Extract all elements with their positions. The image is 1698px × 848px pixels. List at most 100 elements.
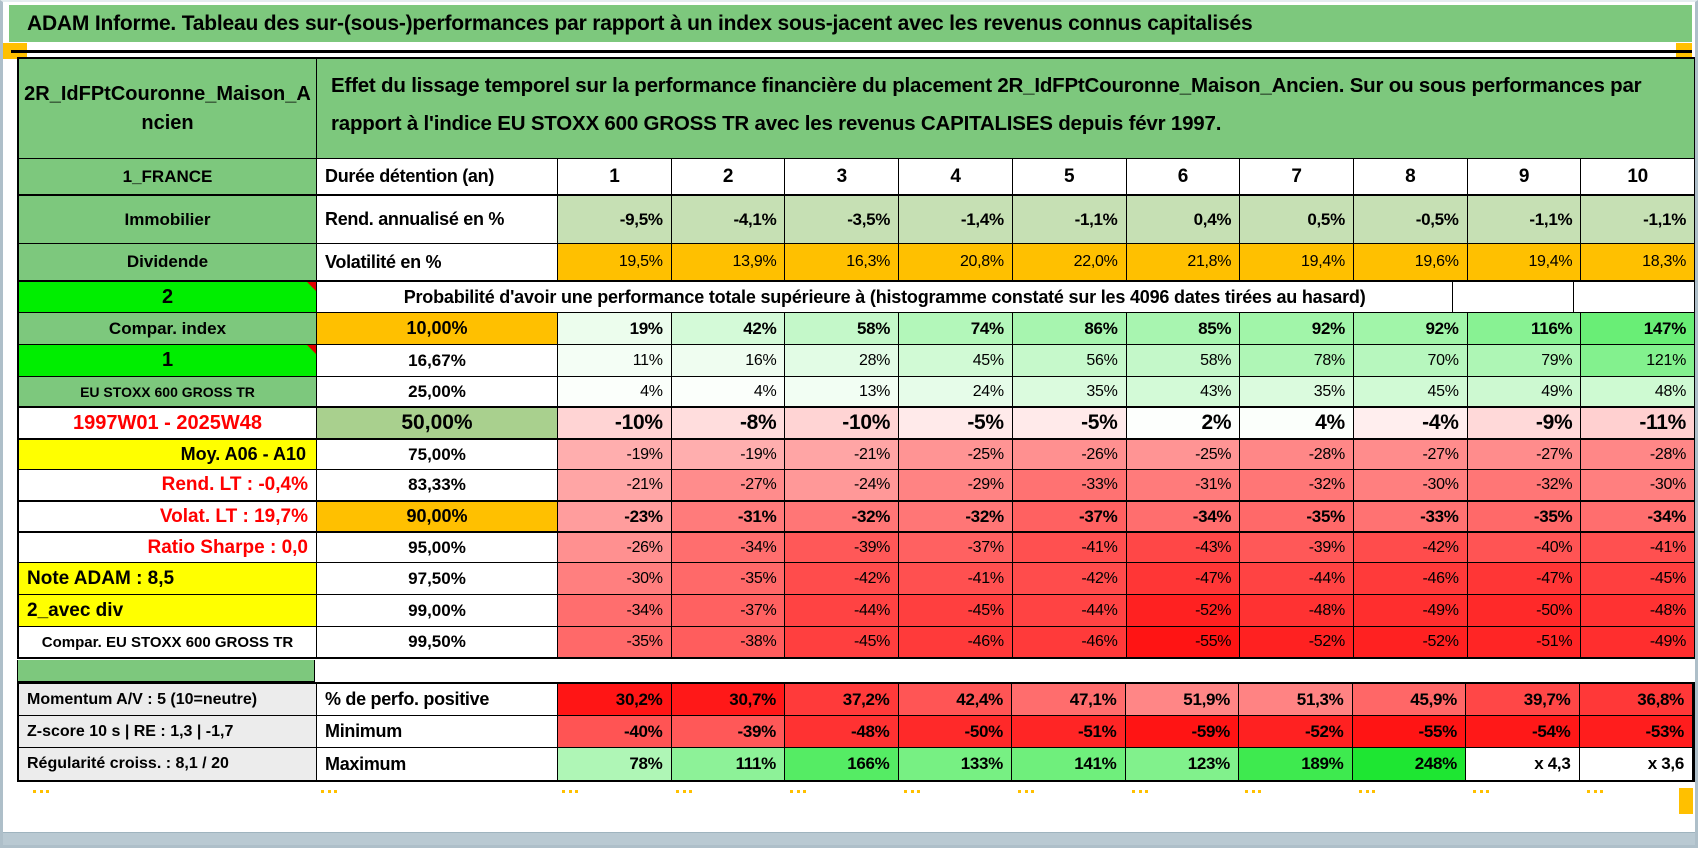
value-cell[interactable]: 13% <box>785 377 900 407</box>
row-header-cell[interactable]: 95,00% <box>317 533 558 563</box>
left-label-cell[interactable]: 2 <box>19 282 317 313</box>
value-cell[interactable]: 45% <box>1353 377 1468 407</box>
value-cell[interactable]: -1,1% <box>1467 196 1582 244</box>
value-cell[interactable]: -55% <box>1352 716 1466 748</box>
value-cell[interactable]: 86% <box>1012 313 1127 345</box>
value-cell[interactable]: -1,4% <box>899 196 1013 244</box>
value-cell[interactable]: -11% <box>1581 408 1695 440</box>
value-cell[interactable]: 22,0% <box>1012 244 1127 281</box>
value-cell[interactable]: 9 <box>1467 159 1582 196</box>
value-cell[interactable]: 42% <box>671 313 786 345</box>
value-cell[interactable]: -37% <box>899 533 1013 563</box>
value-cell[interactable]: 147% <box>1581 313 1695 345</box>
value-cell[interactable]: -50% <box>1467 595 1582 627</box>
value-cell[interactable]: -5% <box>899 408 1013 440</box>
value-cell[interactable]: -41% <box>899 563 1013 595</box>
value-cell[interactable]: 0,4% <box>1126 196 1241 244</box>
value-cell[interactable]: -21% <box>558 470 672 501</box>
value-cell[interactable]: -47% <box>1467 563 1582 595</box>
value-cell[interactable]: 49% <box>1467 377 1582 407</box>
value-cell[interactable]: -44% <box>785 595 900 627</box>
value-cell[interactable]: -38% <box>671 627 786 659</box>
value-cell[interactable]: x 4,3 <box>1466 748 1580 780</box>
value-cell[interactable]: 166% <box>785 748 899 780</box>
value-cell[interactable]: -55% <box>1126 627 1241 659</box>
value-cell[interactable]: 19,4% <box>1240 244 1354 281</box>
left-label-cell[interactable]: 2_avec div <box>19 595 317 627</box>
value-cell[interactable]: -34% <box>1581 502 1695 533</box>
value-cell[interactable]: 30,7% <box>671 684 785 716</box>
value-cell[interactable]: -45% <box>899 595 1013 627</box>
value-cell[interactable]: -54% <box>1466 716 1580 748</box>
value-cell[interactable]: -51% <box>1012 716 1126 748</box>
value-cell[interactable]: -40% <box>558 716 672 748</box>
row-header-cell[interactable]: 99,00% <box>317 595 558 627</box>
value-cell[interactable]: -41% <box>1581 533 1695 563</box>
value-cell[interactable]: -52% <box>1239 716 1353 748</box>
row-header-cell[interactable]: % de perfo. positive <box>317 684 558 716</box>
value-cell[interactable]: 2 <box>671 159 786 196</box>
value-cell[interactable]: -30% <box>558 563 672 595</box>
left-label-cell[interactable]: 1_FRANCE <box>19 159 317 196</box>
value-cell[interactable]: -26% <box>1012 440 1127 470</box>
value-cell[interactable]: -0,5% <box>1353 196 1468 244</box>
value-cell[interactable]: -27% <box>1467 440 1582 470</box>
value-cell[interactable]: -34% <box>1126 502 1241 533</box>
value-cell[interactable]: 43% <box>1126 377 1241 407</box>
value-cell[interactable]: -28% <box>1581 440 1695 470</box>
value-cell[interactable]: 39,7% <box>1466 684 1580 716</box>
value-cell[interactable]: -32% <box>1240 470 1354 501</box>
value-cell[interactable]: 10 <box>1581 159 1695 196</box>
value-cell[interactable]: -32% <box>785 502 900 533</box>
value-cell[interactable]: 18,3% <box>1581 244 1695 281</box>
value-cell[interactable]: -39% <box>785 533 900 563</box>
value-cell[interactable]: 123% <box>1125 748 1239 780</box>
value-cell[interactable]: 92% <box>1353 313 1468 345</box>
value-cell[interactable]: -48% <box>785 716 899 748</box>
value-cell[interactable]: -59% <box>1125 716 1239 748</box>
value-cell[interactable]: -44% <box>1240 563 1354 595</box>
row-header-cell[interactable]: 50,00% <box>317 408 558 440</box>
value-cell[interactable]: 48% <box>1581 377 1695 407</box>
value-cell[interactable]: 51,3% <box>1239 684 1353 716</box>
value-cell[interactable]: -35% <box>1240 502 1354 533</box>
value-cell[interactable]: 78% <box>558 748 672 780</box>
row-header-cell[interactable]: 90,00% <box>317 502 558 533</box>
value-cell[interactable]: 121% <box>1581 345 1695 377</box>
value-cell[interactable]: 35% <box>1240 377 1354 407</box>
left-label-cell[interactable]: Régularité croiss. : 8,1 / 20 <box>19 748 317 780</box>
left-label-cell[interactable]: Compar. EU STOXX 600 GROSS TR <box>19 627 317 659</box>
value-cell[interactable]: 248% <box>1352 748 1466 780</box>
value-cell[interactable]: -10% <box>785 408 900 440</box>
value-cell[interactable]: 0,5% <box>1240 196 1354 244</box>
value-cell[interactable]: 30,2% <box>558 684 672 716</box>
value-cell[interactable]: -43% <box>1126 533 1241 563</box>
value-cell[interactable]: -31% <box>671 502 786 533</box>
value-cell[interactable]: -37% <box>1012 502 1127 533</box>
value-cell[interactable]: 11% <box>558 345 672 377</box>
value-cell[interactable]: 36,8% <box>1579 684 1693 716</box>
left-label-cell[interactable]: 1 <box>19 345 317 377</box>
value-cell[interactable]: -46% <box>1353 563 1468 595</box>
value-cell[interactable]: -26% <box>558 533 672 563</box>
value-cell[interactable]: 79% <box>1467 345 1582 377</box>
value-cell[interactable]: 19,5% <box>558 244 672 281</box>
value-cell[interactable]: -41% <box>1012 533 1127 563</box>
value-cell[interactable]: -32% <box>899 502 1013 533</box>
row-header-cell[interactable]: 83,33% <box>317 470 558 501</box>
value-cell[interactable]: 20,8% <box>899 244 1013 281</box>
bottom-scrollbar-area[interactable] <box>3 832 1695 845</box>
value-cell[interactable]: 116% <box>1467 313 1582 345</box>
value-cell[interactable]: 4% <box>1240 408 1354 440</box>
left-label-cell[interactable]: Ratio Sharpe : 0,0 <box>19 533 317 563</box>
left-label-cell[interactable]: Immobilier <box>19 196 317 244</box>
value-cell[interactable]: -25% <box>1126 440 1241 470</box>
value-cell[interactable]: -5% <box>1012 408 1127 440</box>
value-cell[interactable]: -27% <box>1353 440 1468 470</box>
value-cell[interactable]: -39% <box>1240 533 1354 563</box>
value-cell[interactable]: -42% <box>1353 533 1468 563</box>
value-cell[interactable]: -31% <box>1126 470 1241 501</box>
value-cell[interactable]: -48% <box>1240 595 1354 627</box>
left-label-cell[interactable]: Rend. LT : -0,4% <box>19 470 317 501</box>
value-cell[interactable]: -47% <box>1126 563 1241 595</box>
